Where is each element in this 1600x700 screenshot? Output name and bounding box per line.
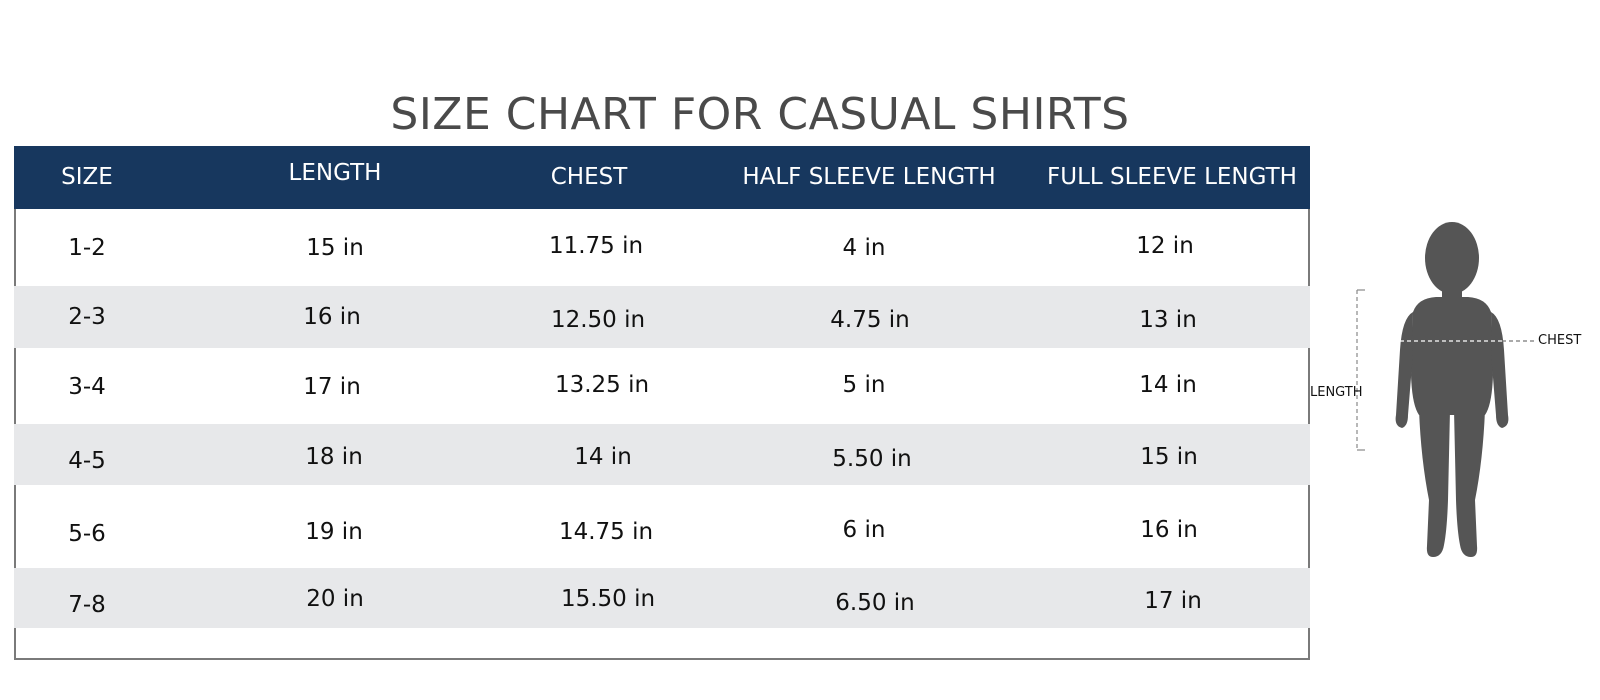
cell-full-sleeve: 12 in [1136,233,1194,259]
table-row: 4-5 18 in 14 in 5.50 in 15 in [14,424,1310,485]
cell-size: 3-4 [68,374,106,400]
cell-chest: 15.50 in [560,586,656,612]
cell-half-sleeve: 4 in [842,235,886,261]
header-full-sleeve-length: FULL SLEEVE LENGTH [1047,164,1297,190]
cell-size: 1-2 [68,235,106,261]
measurement-figure: LENGTH CHEST [1310,200,1600,580]
cell-length: 18 in [305,444,363,470]
cell-chest: 13.25 in [554,372,650,398]
cell-chest: 14.75 in [558,519,654,545]
length-label: LENGTH [1310,385,1363,400]
cell-half-sleeve: 6.50 in [835,590,915,616]
cell-chest: 14 in [574,444,632,470]
cell-size: 7-8 [68,592,106,618]
table-header: SIZE LENGTH CHEST HALF SLEEVE LENGTH FUL… [14,146,1310,209]
cell-half-sleeve: 5 in [842,372,886,398]
table-row: 2-3 16 in 12.50 in 4.75 in 13 in [14,286,1310,348]
cell-full-sleeve: 14 in [1139,372,1197,398]
cell-full-sleeve: 15 in [1140,444,1198,470]
child-silhouette-icon [1356,222,1535,557]
cell-half-sleeve: 5.50 in [832,446,912,472]
cell-half-sleeve: 4.75 in [830,307,910,333]
header-length: LENGTH [288,160,382,186]
table-row: 7-8 20 in 15.50 in 6.50 in 17 in [14,568,1310,628]
cell-chest: 11.75 in [548,233,644,259]
cell-length: 19 in [305,519,363,545]
cell-chest: 12.50 in [550,307,646,333]
cell-full-sleeve: 17 in [1144,588,1202,614]
cell-length: 15 in [306,235,364,261]
header-size: SIZE [61,164,113,190]
cell-size: 4-5 [68,448,106,474]
cell-half-sleeve: 6 in [842,517,886,543]
chest-label: CHEST [1538,333,1582,348]
page-title: SIZE CHART FOR CASUAL SHIRTS [390,89,1130,141]
cell-size: 2-3 [68,304,106,330]
header-half-sleeve-length: HALF SLEEVE LENGTH [742,164,996,190]
header-chest: CHEST [550,164,628,190]
cell-full-sleeve: 13 in [1139,307,1197,333]
table-row: 3-4 17 in 13.25 in 5 in 14 in [14,348,1310,424]
cell-full-sleeve: 16 in [1140,517,1198,543]
cell-length: 17 in [303,374,361,400]
cell-size: 5-6 [68,521,106,547]
table-row: 5-6 19 in 14.75 in 6 in 16 in [14,485,1310,568]
cell-length: 16 in [303,304,361,330]
cell-length: 20 in [306,586,364,612]
table-row: 1-2 15 in 11.75 in 4 in 12 in [14,209,1310,286]
